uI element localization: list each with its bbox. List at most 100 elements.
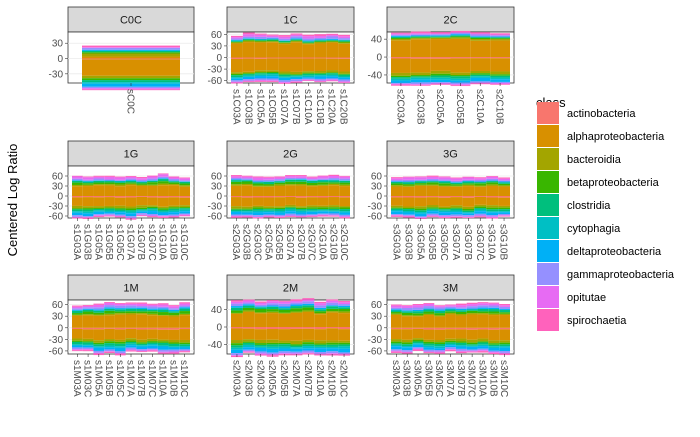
facet-strip-label: 1M [123,283,138,295]
bar-segment-opitutae [169,216,180,217]
x-tick-label: s3G03A [390,224,401,260]
bar-segment-bacteroidia [279,341,291,343]
bar-segment-gammaproteobacteria [413,308,424,310]
bar-segment-cytophagia [302,76,314,77]
bar-segment-bacteroidia [302,43,314,44]
bar-segment-deltaproteobacteria [158,212,169,215]
bar-segment-betaproteobacteria [403,184,415,185]
x-tick-label: s3M07B [455,360,466,397]
x-tick-label: s2M03C [254,360,265,397]
bar-segment-clostridia [242,180,253,181]
bar-segment-cytophagia [434,346,445,348]
bar-segment-gammaproteobacteria [104,214,115,215]
bar-segment-cytophagia [104,211,115,212]
bar-segment-bacteroidia [267,312,279,313]
bar-segment-actinobacteria [169,196,180,197]
bar-segment-clostridia [253,209,264,211]
bar-segment-alphaproteobacteria [147,186,158,196]
bar-segment-betaproteobacteria [467,343,478,345]
bar-segment-alphaproteobacteria [104,185,115,196]
bar-segment-betaproteobacteria [413,313,424,315]
bar-segment-bacteroidia [72,315,83,316]
legend-swatch [537,125,559,147]
x-tick-label: s1G05B [103,224,114,260]
bar-segment-opitutae [302,353,314,354]
y-tick-label: 30 [211,182,223,193]
bar-segment-actinobacteria [431,57,451,59]
bar-segment-bacteroidia [474,205,486,207]
bar-segment-opitutae [136,351,147,352]
bar-segment-betaproteobacteria [456,312,467,314]
bar-segment-alphaproteobacteria [338,329,350,341]
bar-segment-betaproteobacteria [339,183,350,185]
bar-segment-bacteroidia [126,206,137,208]
bar-segment-opitutae [267,36,279,37]
bar-segment-cytophagia [255,75,267,76]
bar-segment-cytophagia [274,211,285,213]
x-tick-label: s1C07A [278,89,289,125]
bar-segment-bacteroidia [126,313,137,314]
bar-segment-clostridia [307,181,318,183]
bar-segment-actinobacteria [462,196,474,198]
bar-segment-opitutae [338,81,350,82]
bar-segment-gammaproteobacteria [93,179,104,181]
bar-segment-clostridia [83,210,94,212]
x-tick-label: s3G05C [438,224,449,261]
bar-segment-clostridia [136,182,147,183]
bar-segment-betaproteobacteria [279,74,291,75]
bar-segment-clostridia [314,345,326,347]
bar-segment-gammaproteobacteria [427,179,439,181]
x-tick-label: s1C10B [314,89,325,125]
bar-segment-gammaproteobacteria [328,214,339,216]
bar-segment-opitutae [413,305,424,307]
bar-segment-betaproteobacteria [255,41,267,42]
bar-segment-alphaproteobacteria [179,329,190,340]
bar-segment-deltaproteobacteria [291,77,303,79]
bar-segment-opitutae [253,178,264,180]
bar-segment-betaproteobacteria [318,207,329,209]
bar-segment-actinobacteria [467,328,478,330]
bar-segment-spirochaetia [179,215,190,216]
bar-segment-bacteroidia [158,184,169,186]
bar-segment-deltaproteobacteria [93,180,104,181]
bar-segment-gammaproteobacteria [339,215,350,216]
bar-segment-bacteroidia [115,185,126,187]
bar-segment-deltaproteobacteria [486,212,498,215]
bar-segment-gammaproteobacteria [267,79,279,81]
bar-segment-alphaproteobacteria [314,329,326,340]
bar-segment-deltaproteobacteria [72,310,83,311]
bar-segment-opitutae [126,350,137,351]
bars [231,175,350,219]
bar-segment-betaproteobacteria [263,208,274,209]
bar-segment-opitutae [285,176,296,178]
bar-segment-clostridia [338,344,350,346]
bar-segment-deltaproteobacteria [158,308,169,309]
bar-segment-betaproteobacteria [296,182,307,184]
bar-segment-deltaproteobacteria [391,346,402,349]
bar-segment-deltaproteobacteria [326,39,338,40]
bar-segment-betaproteobacteria [93,313,104,315]
bar-segment-clostridia [274,209,285,211]
bar-segment-betaproteobacteria [478,341,489,342]
legend-label: clostridia [567,200,611,212]
x-tick-label: s1M03C [82,360,93,397]
bar-segment-alphaproteobacteria [415,186,427,196]
facet-strip-label: 2C [443,15,457,27]
bar-segment-opitutae [326,301,338,303]
bar-segment-gammaproteobacteria [411,34,431,35]
bar-segment-actinobacteria [296,196,307,198]
bar-segment-opitutae [318,215,329,216]
bar-segment-clostridia [328,180,339,182]
bar-segment-actinobacteria [415,196,427,198]
bar-segment-spirochaetia [318,215,329,216]
bar-segment-cytophagia [339,211,350,212]
x-tick-label: s2M05A [266,360,277,397]
bar-segment-alphaproteobacteria [158,316,169,328]
bar-segment-spirochaetia [93,216,104,217]
bar-segment-alphaproteobacteria [338,44,350,58]
bar-segment-spirochaetia [169,177,180,178]
bar-segment-opitutae [411,33,431,34]
x-tick-label: s1G07A [125,224,136,260]
bar-segment-gammaproteobacteria [474,180,486,182]
